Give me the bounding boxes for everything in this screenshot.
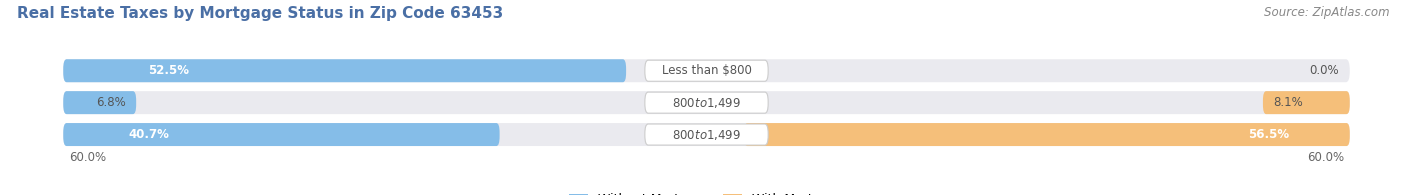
FancyBboxPatch shape <box>63 91 136 114</box>
Text: $800 to $1,499: $800 to $1,499 <box>672 96 741 110</box>
FancyBboxPatch shape <box>63 123 1350 146</box>
FancyBboxPatch shape <box>645 60 768 81</box>
FancyBboxPatch shape <box>63 123 499 146</box>
FancyBboxPatch shape <box>645 124 768 145</box>
Text: 56.5%: 56.5% <box>1249 128 1289 141</box>
Text: 40.7%: 40.7% <box>129 128 170 141</box>
Text: Less than $800: Less than $800 <box>662 64 751 77</box>
Text: 0.0%: 0.0% <box>1309 64 1339 77</box>
FancyBboxPatch shape <box>63 59 1350 82</box>
Text: 60.0%: 60.0% <box>1308 151 1344 164</box>
Text: $800 to $1,499: $800 to $1,499 <box>672 128 741 142</box>
FancyBboxPatch shape <box>645 92 768 113</box>
Legend: Without Mortgage, With Mortgage: Without Mortgage, With Mortgage <box>564 188 849 195</box>
FancyBboxPatch shape <box>744 123 1350 146</box>
Text: Source: ZipAtlas.com: Source: ZipAtlas.com <box>1264 6 1389 19</box>
FancyBboxPatch shape <box>63 59 626 82</box>
FancyBboxPatch shape <box>1263 91 1350 114</box>
Text: 8.1%: 8.1% <box>1274 96 1303 109</box>
FancyBboxPatch shape <box>63 91 1350 114</box>
Text: 60.0%: 60.0% <box>69 151 105 164</box>
Text: 52.5%: 52.5% <box>148 64 188 77</box>
Text: 6.8%: 6.8% <box>96 96 125 109</box>
Text: Real Estate Taxes by Mortgage Status in Zip Code 63453: Real Estate Taxes by Mortgage Status in … <box>17 6 503 21</box>
